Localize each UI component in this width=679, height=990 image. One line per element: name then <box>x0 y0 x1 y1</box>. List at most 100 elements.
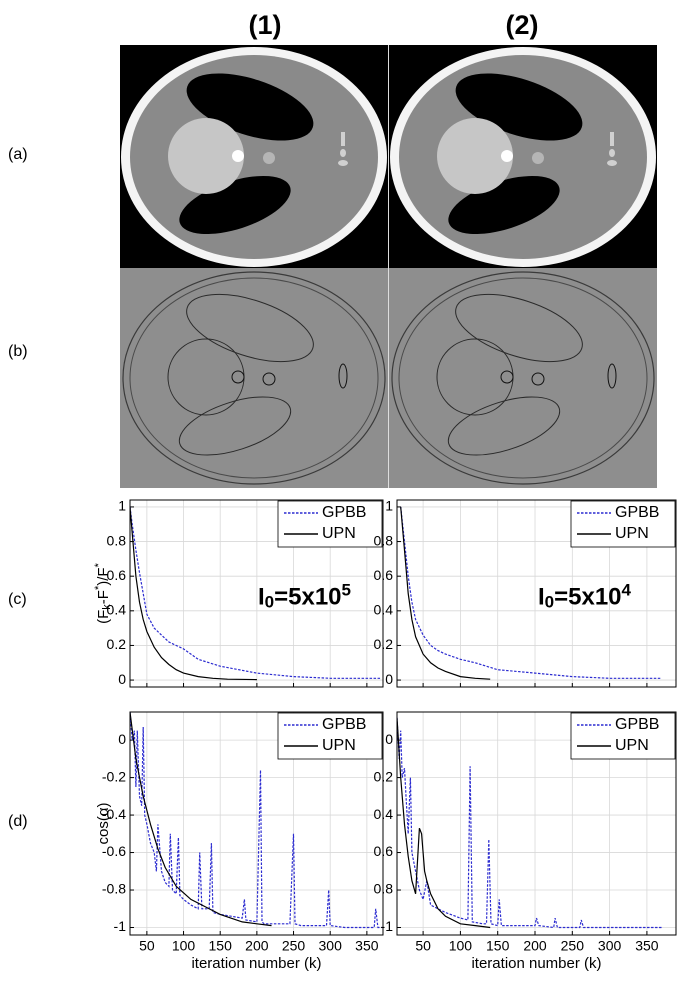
series-line <box>400 506 662 679</box>
annotation-part: I <box>258 584 265 611</box>
chart: -1 -0.8 -0.6 -0.4 -0.2 0 50 100 150 200 250 300 350 i… <box>95 711 384 972</box>
y-tick-label: 0 <box>385 671 393 687</box>
legend-label: GPBB <box>322 716 366 733</box>
y-tick-label: 0.2 <box>107 636 127 652</box>
plot-frame <box>396 499 677 688</box>
y-axis-label: cos(α) <box>95 802 112 844</box>
x-axis-label: iteration number (k) <box>471 955 601 972</box>
x-tick-label: 100 <box>172 938 196 954</box>
x-tick-label: 250 <box>282 938 306 954</box>
y-axis-label: (Fk-F*)/F* <box>93 562 113 623</box>
series-line <box>400 506 491 680</box>
legend-label: UPN <box>615 737 649 754</box>
x-tick-label: 200 <box>523 938 547 954</box>
legend-box <box>277 500 383 548</box>
row-label: (a) <box>8 146 28 163</box>
legend-label: GPBB <box>615 716 659 733</box>
y-tick-label: -1 <box>381 918 394 934</box>
y-tick-label: 1 <box>118 498 126 514</box>
phantom-b1 <box>119 267 389 489</box>
plot-frame <box>129 499 384 688</box>
y-tick-label: 0 <box>118 731 126 747</box>
x-tick-label: 300 <box>319 938 343 954</box>
y-tick-label: -0.2 <box>102 768 126 784</box>
legend: GPBB UPN <box>277 500 383 548</box>
y-tick-label: 0.8 <box>107 532 127 548</box>
annotation: I0=5x105 <box>258 580 351 611</box>
row-label: (c) <box>8 591 27 608</box>
y-tick-label: 0.8 <box>374 881 394 897</box>
y-tick-label: -0.8 <box>102 881 126 897</box>
y-tick-label: 0.6 <box>374 843 394 859</box>
series-line <box>397 717 491 929</box>
x-tick-label: 200 <box>245 938 269 954</box>
legend: GPBB UPN <box>570 500 676 548</box>
y-axis-label-part: -F <box>95 590 112 604</box>
x-tick-label: 300 <box>598 938 622 954</box>
y-axis-label-part: k <box>101 604 113 610</box>
y-axis-label-part: )/F <box>95 567 112 585</box>
legend-label: UPN <box>615 525 649 542</box>
chart: -1 0.8 0.6 0.4 0.2 0 50 100 150 200 250 300 350 itera… <box>374 711 677 972</box>
x-tick-label: 250 <box>561 938 585 954</box>
legend-label: UPN <box>322 737 356 754</box>
legend-label: UPN <box>322 525 356 542</box>
y-axis-label-part: * <box>93 562 105 567</box>
series-line <box>130 506 382 679</box>
x-tick-label: 50 <box>415 938 431 954</box>
series-line <box>130 506 257 681</box>
annotation-part: 0 <box>545 592 554 611</box>
y-tick-label: 0 <box>118 671 126 687</box>
y-tick-label: 0 <box>385 731 393 747</box>
annotation-part: I <box>538 584 545 611</box>
column-header: (2) <box>506 10 539 40</box>
column-header: (1) <box>249 10 282 40</box>
plot-frame <box>129 711 384 936</box>
row-label: (b) <box>8 343 28 360</box>
y-tick-label: 0.4 <box>374 602 394 618</box>
x-tick-label: 50 <box>139 938 155 954</box>
y-tick-label: 0.8 <box>374 532 394 548</box>
y-tick-label: 0.6 <box>107 567 127 583</box>
y-tick-label: -0.6 <box>102 843 126 859</box>
annotation: I0=5x104 <box>538 580 632 611</box>
annotation-part: 4 <box>622 580 632 599</box>
y-tick-label: 0.2 <box>374 768 394 784</box>
annotation-part: =5x10 <box>554 584 621 611</box>
x-tick-label: 100 <box>449 938 473 954</box>
phantom-a1 <box>120 45 388 268</box>
legend-label: GPBB <box>615 504 659 521</box>
y-tick-label: 0.2 <box>374 636 394 652</box>
y-tick-label: 0.6 <box>374 567 394 583</box>
legend-box <box>570 712 676 760</box>
y-axis-label-part: (F <box>95 610 112 624</box>
annotation-part: 5 <box>342 580 351 599</box>
annotation-part: =5x10 <box>274 584 341 611</box>
series-line <box>397 717 662 929</box>
phantom-a2 <box>389 45 657 268</box>
legend-label: GPBB <box>322 504 366 521</box>
y-tick-label: 0.4 <box>107 602 127 618</box>
phantom-b2 <box>388 267 658 489</box>
legend: GPBB UPN <box>570 712 676 760</box>
series-line <box>130 712 382 929</box>
x-axis-label: iteration number (k) <box>191 955 321 972</box>
x-tick-label: 350 <box>355 938 379 954</box>
row-label: (d) <box>8 813 28 830</box>
plot-frame <box>396 711 677 936</box>
x-tick-label: 350 <box>635 938 659 954</box>
y-tick-label: 0.4 <box>374 806 394 822</box>
annotation-part: 0 <box>265 592 274 611</box>
legend: GPBB UPN <box>277 712 383 760</box>
legend-box <box>277 712 383 760</box>
series-line <box>130 712 272 927</box>
legend-box <box>570 500 676 548</box>
x-tick-label: 150 <box>486 938 510 954</box>
y-tick-label: -1 <box>114 918 127 934</box>
y-axis-label-part: * <box>93 585 105 590</box>
x-tick-label: 150 <box>209 938 233 954</box>
y-tick-label: 1 <box>385 498 393 514</box>
